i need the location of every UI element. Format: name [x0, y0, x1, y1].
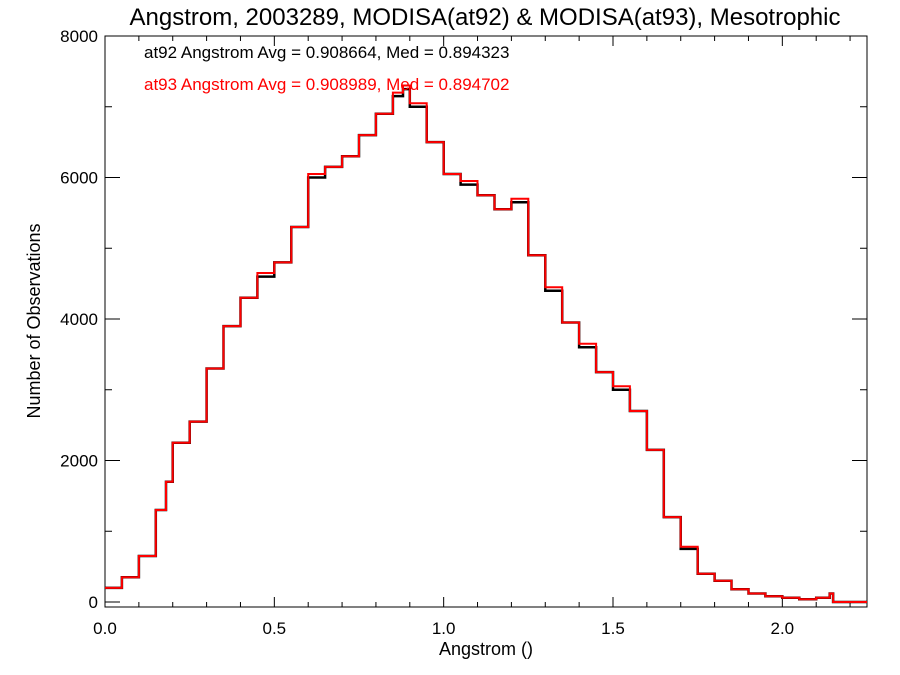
series-line-at92	[105, 87, 867, 604]
y-tick-label: 8000	[60, 27, 98, 46]
y-tick-label: 6000	[60, 169, 98, 188]
x-axis-label: Angstrom ()	[439, 639, 533, 659]
y-tick-label: 4000	[60, 310, 98, 329]
annotation-at93: at93 Angstrom Avg = 0.908989, Med = 0.89…	[144, 75, 509, 94]
x-tick-label: 0.0	[93, 619, 117, 638]
annotation-at92: at92 Angstrom Avg = 0.908664, Med = 0.89…	[144, 43, 509, 62]
y-tick-label: 0	[89, 593, 98, 612]
x-tick-label: 1.5	[601, 619, 625, 638]
x-tick-label: 2.0	[771, 619, 795, 638]
series-line-at93	[105, 84, 867, 603]
chart-title: Angstrom, 2003289, MODISA(at92) & MODISA…	[130, 4, 841, 31]
x-tick-label: 1.0	[432, 619, 456, 638]
y-axis-label: Number of Observations	[24, 223, 44, 418]
axis-ticks	[104, 35, 867, 607]
x-tick-label: 0.5	[263, 619, 287, 638]
series-layer	[105, 84, 867, 604]
plot-frame	[104, 35, 868, 608]
tick-labels: 0.0 0.5 1.0 1.5 2.0 0 2000 4000 6000 8000	[60, 27, 794, 638]
y-tick-label: 2000	[60, 452, 98, 471]
